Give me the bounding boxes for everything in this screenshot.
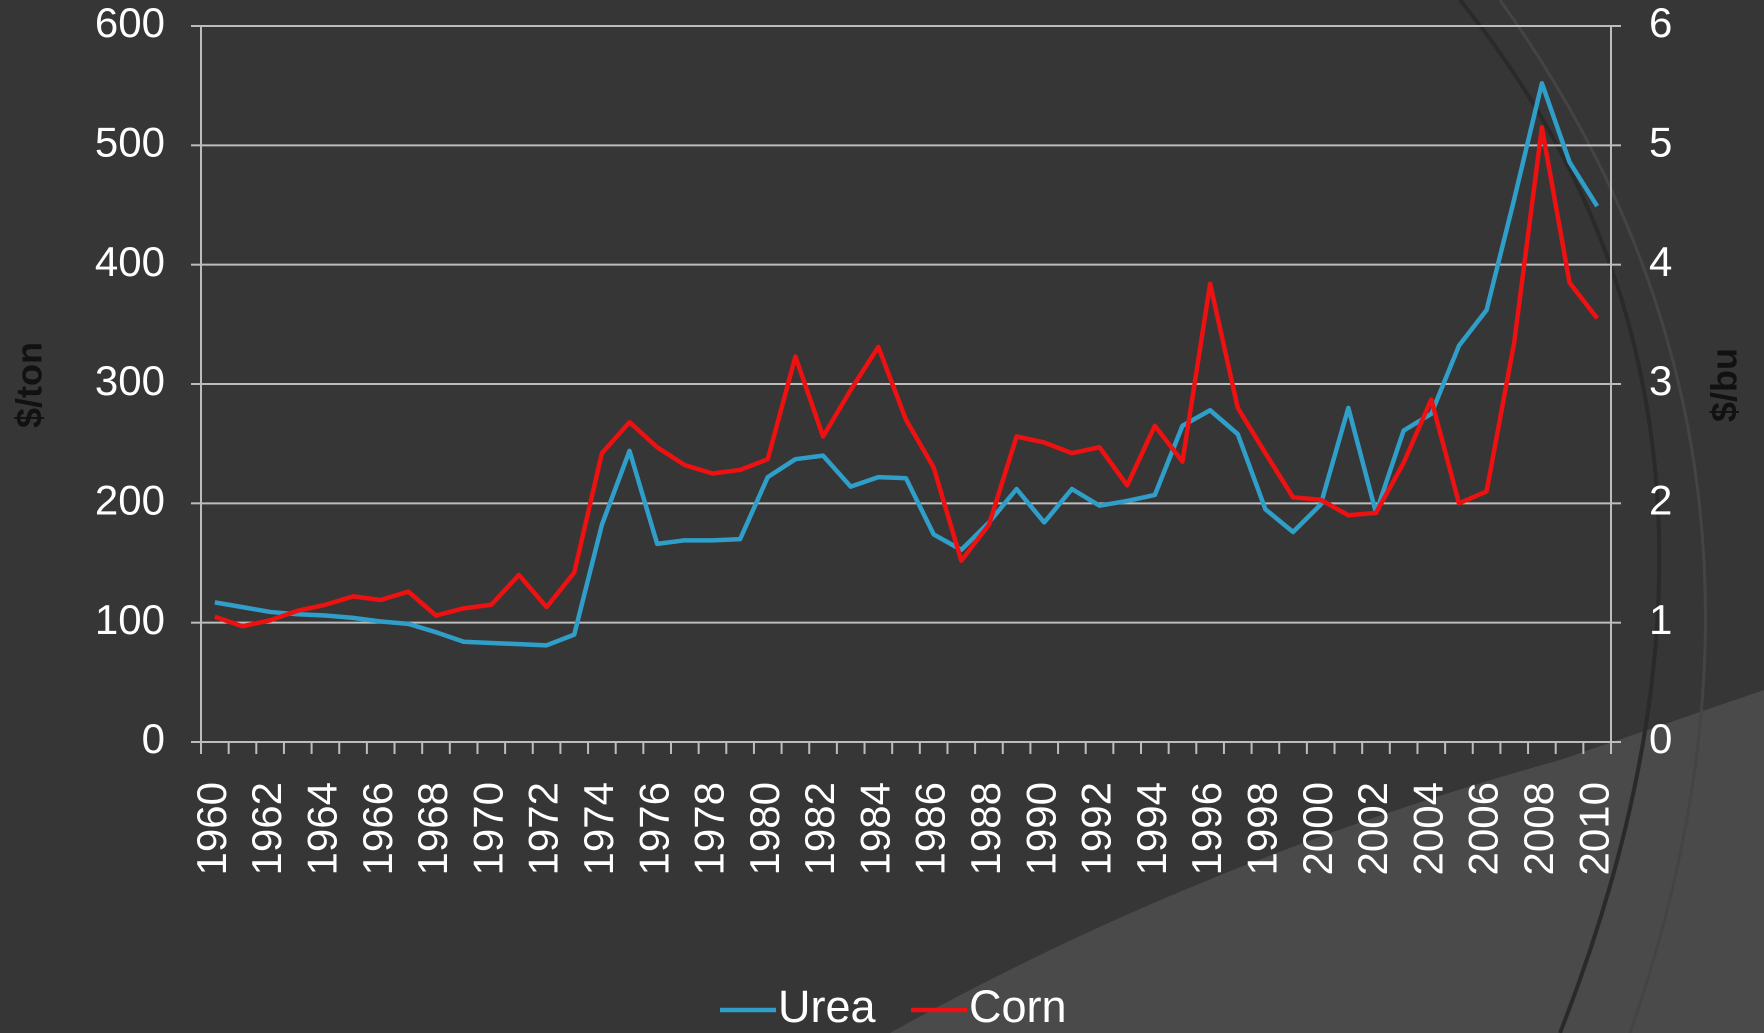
y2-tick-label: 5 (1649, 118, 1672, 165)
y2-tick-label: 2 (1649, 476, 1672, 523)
decor-shape (890, 690, 1764, 1033)
x-tick-label: 1986 (907, 782, 954, 875)
x-tick-label: 1978 (686, 782, 733, 875)
x-tick-label: 2000 (1294, 782, 1341, 875)
x-tick-label: 2010 (1570, 782, 1617, 875)
x-tick-label: 2006 (1460, 782, 1507, 875)
y-tick-label: 600 (95, 0, 165, 46)
y-tick-label: 200 (95, 476, 165, 523)
x-tick-label: 2004 (1404, 782, 1451, 875)
x-tick-label: 1992 (1073, 782, 1120, 875)
x-tick-label: 1998 (1239, 782, 1286, 875)
x-tick-label: 1964 (299, 782, 346, 875)
x-tick-label: 1960 (188, 782, 235, 875)
y2-tick-label: 4 (1649, 238, 1672, 285)
x-tick-label: 1988 (962, 782, 1009, 875)
series-line (214, 125, 1599, 629)
y-tick-label: 100 (95, 596, 165, 643)
x-tick-label: 1962 (243, 782, 290, 875)
x-tick-label: 1974 (575, 782, 622, 875)
x-tick-label: 1972 (520, 782, 567, 875)
y-tick-label: 0 (142, 715, 165, 762)
x-tick-label: 1984 (851, 782, 898, 875)
y-tick-label: 300 (95, 357, 165, 404)
y-axis-title: $/ton (9, 342, 50, 428)
y2-tick-label: 3 (1649, 357, 1672, 404)
x-tick-label: 1966 (354, 782, 401, 875)
decor-arc (1498, 0, 1707, 1033)
y2-tick-label: 0 (1649, 715, 1672, 762)
x-tick-label: 1980 (741, 782, 788, 875)
y-tick-label: 400 (95, 238, 165, 285)
legend-label: Urea (778, 981, 877, 1032)
series-line (214, 81, 1600, 648)
x-tick-label: 1968 (409, 782, 456, 875)
x-tick-label: 1970 (464, 782, 511, 875)
y2-tick-label: 6 (1649, 0, 1672, 46)
x-tick-label: 1976 (630, 782, 677, 875)
background-decor (890, 0, 1764, 1033)
x-tick-label: 1982 (796, 782, 843, 875)
x-tick-label: 2002 (1349, 782, 1396, 875)
x-tick-label: 1996 (1183, 782, 1230, 875)
x-tick-label: 1994 (1128, 782, 1175, 875)
decor-arc (1458, 0, 1662, 1033)
x-tick-label: 1990 (1017, 782, 1064, 875)
y2-axis-title: $/bu (1704, 348, 1745, 422)
x-tick-label: 2008 (1515, 782, 1562, 875)
y2-tick-label: 1 (1649, 596, 1672, 643)
legend-label: Corn (969, 981, 1067, 1032)
y-tick-label: 500 (95, 118, 165, 165)
